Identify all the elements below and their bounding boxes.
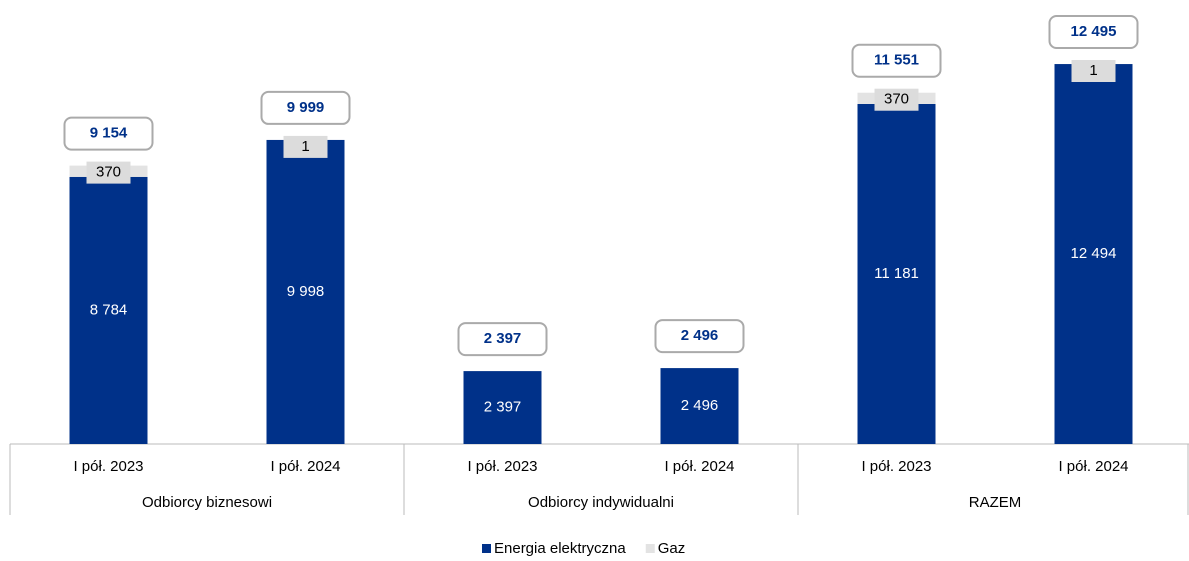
data-label: 11 181 <box>874 265 919 282</box>
legend-label: Gaz <box>658 540 686 557</box>
group-label: RAZEM <box>969 494 1022 511</box>
data-label-bg <box>874 88 919 111</box>
total-label: 12 495 <box>1071 23 1117 40</box>
legend-label: Energia elektryczna <box>494 540 626 557</box>
x-tick-label: I pół. 2023 <box>861 458 931 475</box>
bar-segment <box>69 176 148 444</box>
legend-swatch <box>482 544 491 553</box>
bar-segment <box>463 371 542 444</box>
total-box <box>457 322 548 357</box>
data-label: 1 <box>1089 62 1097 79</box>
group-label: Odbiorcy indywidualni <box>528 494 674 511</box>
data-label: 370 <box>96 164 121 181</box>
total-label: 2 496 <box>681 327 719 344</box>
bar-segment <box>1054 64 1133 445</box>
x-tick-label: I pół. 2024 <box>664 458 734 475</box>
data-label-bg <box>86 161 131 184</box>
data-label: 9 998 <box>287 283 325 300</box>
total-label: 11 551 <box>874 52 919 69</box>
bar-segment <box>660 368 739 444</box>
legend-swatch <box>645 544 655 553</box>
data-label: 1 <box>301 138 309 155</box>
total-box <box>1048 15 1139 49</box>
total-box <box>260 90 351 125</box>
total-box <box>63 116 154 151</box>
x-tick-label: I pół. 2024 <box>270 458 340 475</box>
data-label: 8 784 <box>90 301 128 318</box>
data-label: 2 496 <box>681 397 719 414</box>
data-label: 12 494 <box>1071 245 1117 262</box>
data-label: 370 <box>884 91 909 108</box>
data-label: 2 397 <box>484 399 522 416</box>
data-label-bg <box>1071 60 1116 82</box>
total-box <box>851 43 942 78</box>
total-label: 2 397 <box>484 330 522 347</box>
total-label: 9 999 <box>287 99 325 116</box>
data-label-bg <box>283 135 328 158</box>
total-label: 9 154 <box>90 125 128 142</box>
x-tick-label: I pół. 2023 <box>467 458 537 475</box>
group-label: Odbiorcy biznesowi <box>142 494 272 511</box>
bar-segment <box>266 139 345 444</box>
total-box <box>654 319 745 354</box>
x-tick-label: I pół. 2023 <box>73 458 143 475</box>
x-tick-label: I pół. 2024 <box>1058 458 1128 475</box>
bar-segment <box>857 103 936 445</box>
